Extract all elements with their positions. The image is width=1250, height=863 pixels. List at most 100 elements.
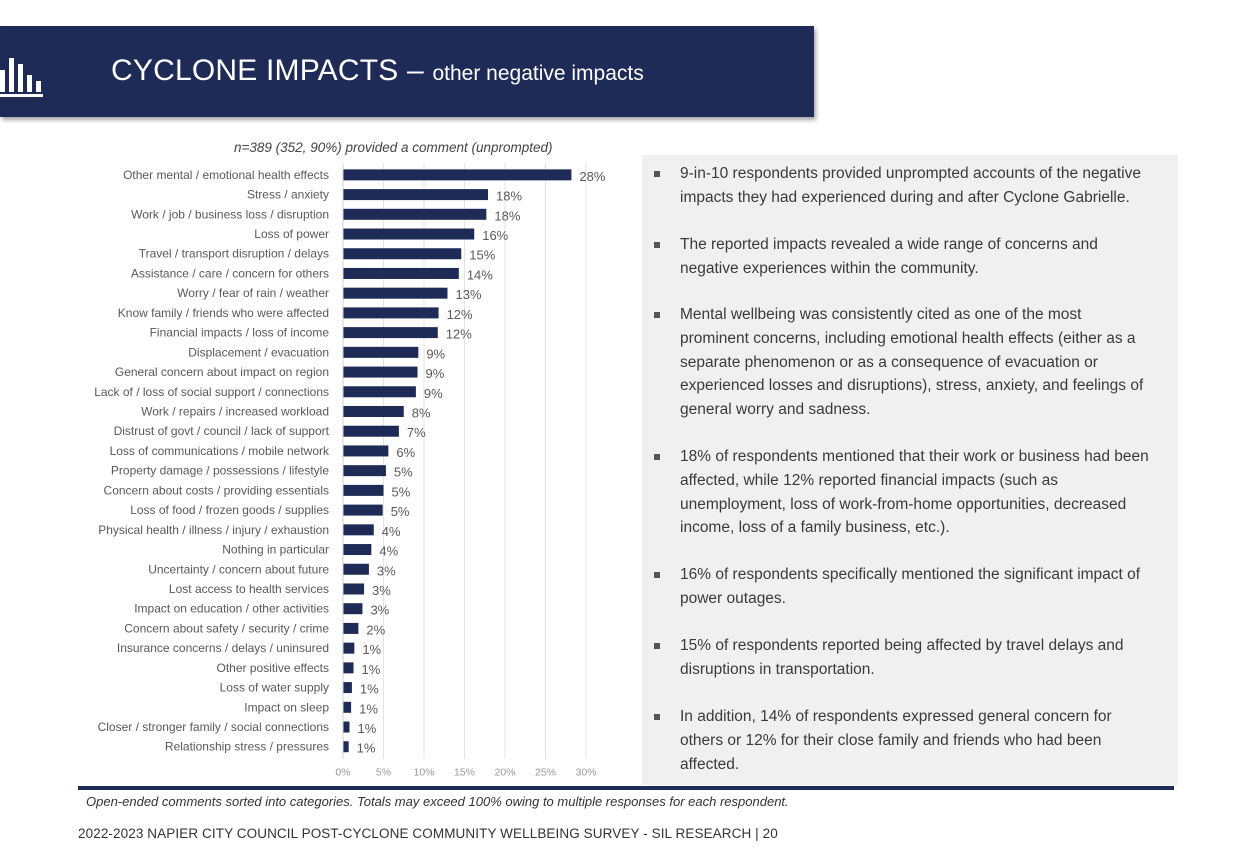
bar bbox=[343, 307, 439, 319]
data-label: 9% bbox=[426, 346, 445, 361]
bar bbox=[343, 721, 350, 733]
header-banner: CYCLONE IMPACTS – other negative impacts bbox=[0, 26, 814, 117]
category-label: Lost access to health services bbox=[169, 582, 329, 596]
bar bbox=[343, 465, 386, 477]
bar bbox=[343, 346, 419, 358]
data-label: 7% bbox=[407, 425, 426, 440]
bar bbox=[343, 208, 487, 220]
bar bbox=[343, 287, 448, 299]
data-label: 5% bbox=[392, 484, 411, 499]
category-label: Nothing in particular bbox=[222, 543, 329, 557]
data-label: 8% bbox=[412, 406, 431, 421]
bar bbox=[343, 563, 369, 575]
data-label: 13% bbox=[455, 287, 481, 302]
data-label: 14% bbox=[467, 267, 493, 282]
category-label: Travel / transport disruption / delays bbox=[139, 247, 329, 261]
category-label: Worry / fear of rain / weather bbox=[177, 286, 329, 300]
data-label: 3% bbox=[377, 563, 396, 578]
category-label: Loss of communications / mobile network bbox=[110, 444, 330, 458]
bar bbox=[343, 701, 352, 713]
data-label: 18% bbox=[494, 208, 520, 223]
bar bbox=[343, 386, 416, 398]
commentary-bullet: Mental wellbeing was consistently cited … bbox=[654, 303, 1154, 422]
data-label: 1% bbox=[362, 662, 381, 677]
category-label: Loss of power bbox=[254, 227, 329, 241]
bar bbox=[343, 544, 372, 556]
data-label: 1% bbox=[357, 721, 376, 736]
category-label: Other positive effects bbox=[217, 661, 330, 675]
bar bbox=[343, 169, 572, 181]
bar bbox=[343, 504, 383, 516]
x-tick-label: 0% bbox=[335, 767, 350, 779]
bullet-text: 18% of respondents mentioned that their … bbox=[680, 448, 1149, 537]
category-label: Work / repairs / increased workload bbox=[141, 405, 329, 419]
x-tick-label: 20% bbox=[494, 767, 515, 779]
data-label: 1% bbox=[359, 701, 378, 716]
category-label: Assistance / care / concern for others bbox=[131, 266, 329, 280]
bar bbox=[343, 642, 355, 654]
data-label: 5% bbox=[394, 465, 413, 480]
bullet-text: Mental wellbeing was consistently cited … bbox=[680, 306, 1144, 419]
x-tick-label: 15% bbox=[454, 767, 475, 779]
commentary-bullet: 9-in-10 respondents provided unprompted … bbox=[654, 162, 1154, 210]
category-label: Loss of water supply bbox=[220, 681, 329, 695]
x-tick-label: 5% bbox=[376, 767, 391, 779]
data-label: 1% bbox=[357, 741, 376, 756]
bar bbox=[343, 445, 389, 457]
footnote: Open-ended comments sorted into categori… bbox=[86, 794, 789, 809]
data-label: 1% bbox=[362, 642, 381, 657]
bullet-marker bbox=[654, 572, 660, 578]
data-label: 12% bbox=[446, 327, 472, 342]
data-label: 12% bbox=[447, 307, 473, 322]
x-tick-label: 30% bbox=[575, 767, 596, 779]
category-label: Lack of / loss of social support / conne… bbox=[94, 385, 329, 399]
bullet-marker bbox=[654, 714, 660, 720]
chart-subtitle: n=389 (352, 90%) provided a comment (unp… bbox=[234, 140, 553, 155]
commentary-bullet: In addition, 14% of respondents expresse… bbox=[654, 705, 1154, 776]
data-label: 6% bbox=[396, 445, 415, 460]
bullet-text: In addition, 14% of respondents expresse… bbox=[680, 708, 1112, 773]
bar bbox=[343, 682, 352, 694]
page-title-sub: other negative impacts bbox=[432, 62, 644, 85]
bar bbox=[343, 425, 399, 437]
category-label: Displacement / evacuation bbox=[188, 345, 329, 359]
data-label: 16% bbox=[482, 228, 508, 243]
commentary-panel: 9-in-10 respondents provided unprompted … bbox=[642, 155, 1178, 785]
bullet-text: The reported impacts revealed a wide ran… bbox=[680, 236, 1098, 277]
category-label: Impact on education / other activities bbox=[134, 602, 329, 616]
data-label: 9% bbox=[424, 386, 443, 401]
x-tick-label: 25% bbox=[535, 767, 556, 779]
impacts-bar-chart: 0% 5% 10% 15% 20% 25% 30% Other mental / emotio… bbox=[94, 163, 606, 779]
bar bbox=[343, 267, 459, 279]
category-label: Insurance concerns / delays / uninsured bbox=[117, 641, 329, 655]
category-label: Impact on sleep bbox=[244, 700, 329, 714]
data-label: 2% bbox=[366, 622, 385, 637]
bar bbox=[343, 583, 365, 595]
bullet-marker bbox=[654, 242, 660, 248]
bullet-text: 9-in-10 respondents provided unprompted … bbox=[680, 165, 1141, 206]
bar bbox=[343, 603, 363, 615]
category-label: Loss of food / frozen goods / supplies bbox=[130, 503, 329, 517]
data-label: 4% bbox=[379, 544, 398, 559]
category-label: General concern about impact on region bbox=[115, 365, 329, 379]
page-title: CYCLONE IMPACTS – other negative impacts bbox=[111, 54, 644, 88]
category-label: Distrust of govt / council / lack of sup… bbox=[114, 424, 330, 438]
page-footer: 2022-2023 NAPIER CITY COUNCIL POST-CYCLO… bbox=[78, 826, 778, 841]
data-label: 15% bbox=[469, 248, 495, 263]
data-label: 3% bbox=[370, 603, 389, 618]
data-label: 1% bbox=[360, 682, 379, 697]
bar bbox=[343, 228, 475, 240]
commentary-bullet: 18% of respondents mentioned that their … bbox=[654, 445, 1154, 540]
data-label: 5% bbox=[391, 504, 410, 519]
bar bbox=[343, 524, 374, 536]
commentary-bullet: 16% of respondents specifically mentione… bbox=[654, 563, 1154, 611]
bullet-marker bbox=[654, 643, 660, 649]
bullet-text: 15% of respondents reported being affect… bbox=[680, 637, 1124, 678]
category-label: Relationship stress / pressures bbox=[165, 740, 329, 754]
category-label: Other mental / emotional health effects bbox=[123, 168, 329, 182]
category-label: Property damage / possessions / lifestyl… bbox=[111, 464, 329, 478]
category-label: Concern about safety / security / crime bbox=[124, 621, 329, 635]
category-label: Closer / stronger family / social connec… bbox=[98, 720, 329, 734]
bar bbox=[343, 406, 404, 417]
category-label: Work / job / business loss / disruption bbox=[131, 207, 329, 221]
